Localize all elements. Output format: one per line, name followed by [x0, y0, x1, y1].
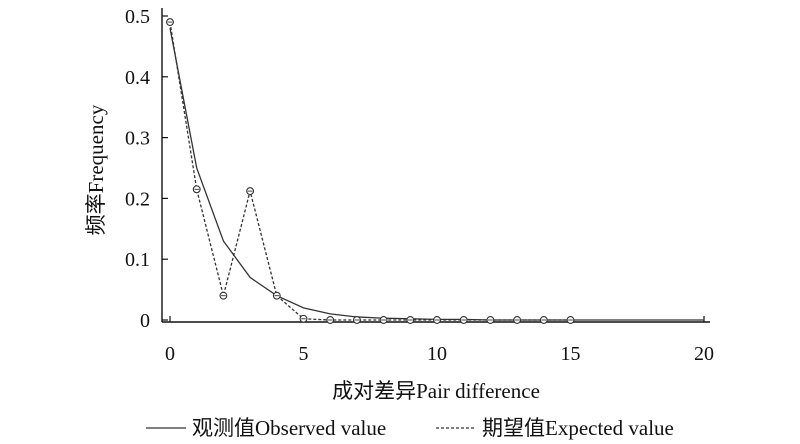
x-tick-label: 15 [561, 343, 581, 365]
x-ticks: 0 5 10 15 20 [165, 316, 714, 365]
y-tick-label: 0.2 [125, 188, 150, 210]
y-tick-label: 0.1 [125, 249, 150, 271]
y-tick-label: 0.4 [125, 67, 150, 89]
legend-expected-label: 期望值Expected value [482, 416, 674, 440]
legend: 观测值Observed value 期望值Expected value [146, 416, 674, 440]
y-tick-label: 0 [140, 310, 150, 332]
x-tick-label: 0 [165, 343, 175, 365]
legend-observed-label: 观测值Observed value [192, 416, 386, 440]
y-tick-label: 0.5 [125, 6, 150, 28]
x-axis-title: 成对差异Pair difference [332, 379, 540, 403]
expected-line [169, 21, 571, 321]
y-tick-label: 0.3 [125, 128, 150, 150]
x-tick-label: 20 [694, 343, 714, 365]
x-tick-label: 10 [427, 343, 447, 365]
observed-line [169, 28, 704, 321]
y-axis-title: 频率Frequency [84, 104, 108, 235]
x-tick-label: 5 [299, 343, 309, 365]
series-layer [166, 18, 704, 324]
y-ticks: 0 0.1 0.2 0.3 0.4 0.5 [125, 6, 168, 332]
